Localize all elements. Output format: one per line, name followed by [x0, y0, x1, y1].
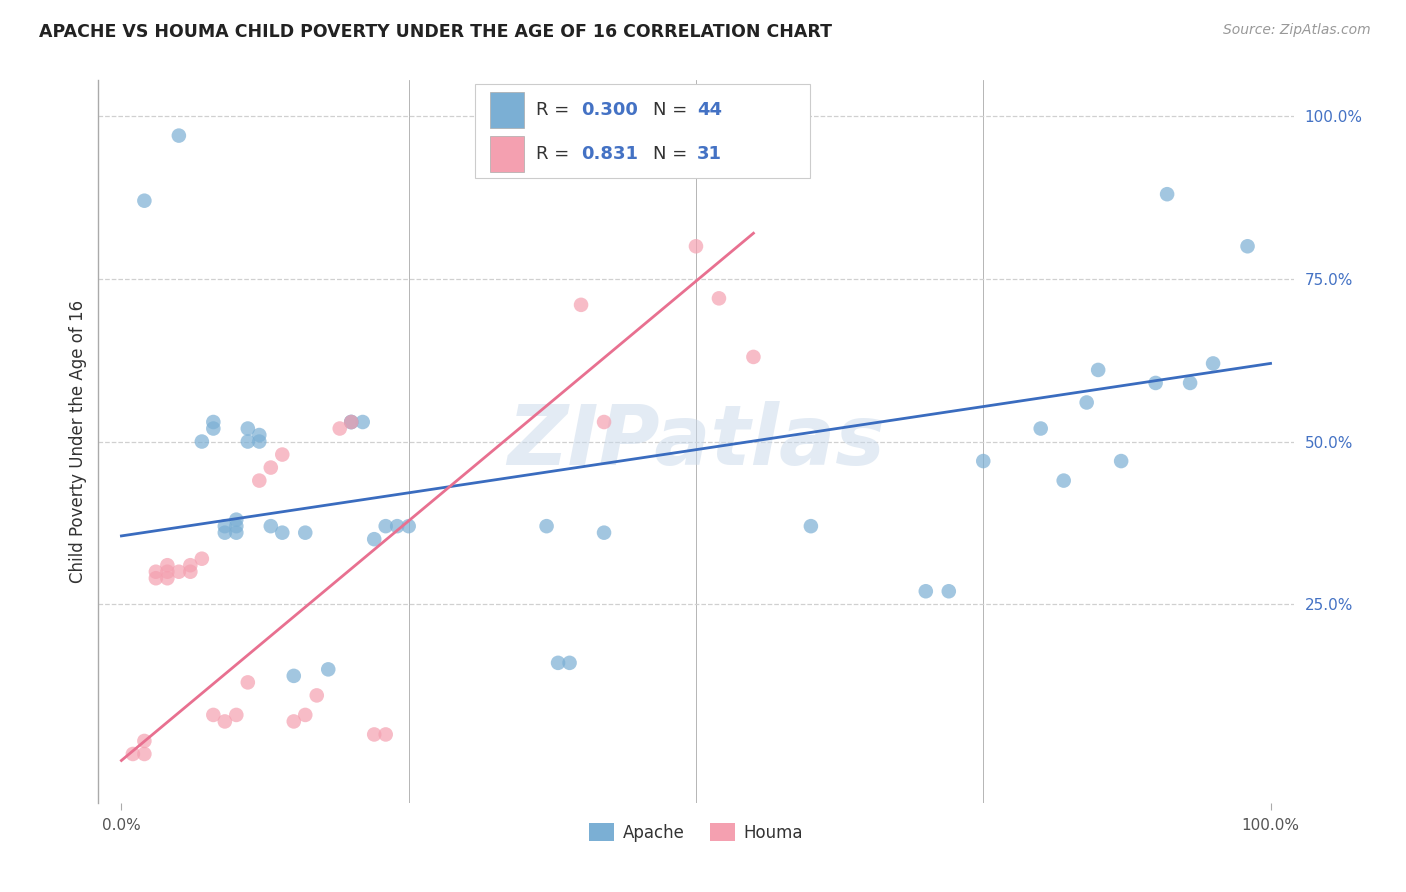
Point — [1202, 356, 1225, 370]
Point — [236, 421, 259, 435]
Point — [156, 565, 179, 579]
Point — [247, 428, 270, 442]
Point — [167, 128, 190, 143]
Point — [707, 291, 730, 305]
Point — [742, 350, 765, 364]
Point — [385, 519, 409, 533]
Point — [363, 532, 385, 546]
Text: APACHE VS HOUMA CHILD POVERTY UNDER THE AGE OF 16 CORRELATION CHART: APACHE VS HOUMA CHILD POVERTY UNDER THE … — [39, 23, 832, 41]
Point — [340, 415, 363, 429]
Point — [283, 669, 305, 683]
Point — [374, 727, 396, 741]
Text: Source: ZipAtlas.com: Source: ZipAtlas.com — [1223, 23, 1371, 37]
Point — [294, 707, 316, 722]
Point — [1076, 395, 1098, 409]
Point — [1053, 474, 1076, 488]
Point — [271, 525, 294, 540]
Point — [122, 747, 145, 761]
Point — [260, 460, 283, 475]
Point — [558, 656, 581, 670]
Point — [179, 558, 201, 573]
Point — [236, 675, 259, 690]
Point — [1109, 454, 1132, 468]
Point — [247, 434, 270, 449]
Point — [214, 714, 236, 729]
Point — [202, 415, 225, 429]
Point — [179, 565, 201, 579]
Point — [800, 519, 823, 533]
Point — [536, 519, 558, 533]
Point — [398, 519, 420, 533]
Point — [225, 519, 247, 533]
Point — [305, 689, 328, 703]
Point — [134, 747, 156, 761]
Text: 44: 44 — [697, 101, 723, 120]
Point — [156, 558, 179, 573]
Point — [972, 454, 994, 468]
Point — [145, 571, 167, 585]
Point — [236, 434, 259, 449]
Point — [593, 525, 616, 540]
Point — [340, 415, 363, 429]
Point — [593, 415, 616, 429]
Point — [225, 525, 247, 540]
Point — [374, 519, 396, 533]
Point — [352, 415, 374, 429]
Point — [260, 519, 283, 533]
Point — [283, 714, 305, 729]
Text: 0.300: 0.300 — [581, 101, 638, 120]
Text: 0.831: 0.831 — [581, 145, 638, 163]
Point — [1178, 376, 1201, 390]
Point — [316, 662, 339, 676]
Point — [214, 519, 236, 533]
Point — [1029, 421, 1052, 435]
Point — [247, 474, 270, 488]
Point — [225, 707, 247, 722]
Legend: Apache, Houma: Apache, Houma — [582, 817, 810, 848]
Point — [914, 584, 936, 599]
Point — [271, 448, 294, 462]
Point — [145, 565, 167, 579]
Point — [202, 707, 225, 722]
Point — [134, 734, 156, 748]
Text: 31: 31 — [697, 145, 723, 163]
Point — [214, 525, 236, 540]
FancyBboxPatch shape — [491, 136, 524, 172]
Point — [167, 565, 190, 579]
Point — [225, 513, 247, 527]
FancyBboxPatch shape — [475, 84, 810, 178]
Y-axis label: Child Poverty Under the Age of 16: Child Poverty Under the Age of 16 — [69, 300, 87, 583]
Text: R =: R = — [536, 101, 575, 120]
FancyBboxPatch shape — [491, 92, 524, 128]
Point — [134, 194, 156, 208]
Point — [294, 525, 316, 540]
Text: ZIPatlas: ZIPatlas — [508, 401, 884, 482]
Point — [1144, 376, 1167, 390]
Point — [340, 415, 363, 429]
Text: N =: N = — [652, 145, 693, 163]
Text: N =: N = — [652, 101, 693, 120]
Point — [938, 584, 960, 599]
Point — [1087, 363, 1109, 377]
Point — [202, 421, 225, 435]
Point — [685, 239, 707, 253]
Point — [191, 551, 214, 566]
Text: R =: R = — [536, 145, 575, 163]
Point — [569, 298, 592, 312]
Point — [547, 656, 569, 670]
Point — [329, 421, 352, 435]
Point — [363, 727, 385, 741]
Point — [156, 571, 179, 585]
Point — [191, 434, 214, 449]
Point — [1156, 187, 1178, 202]
Point — [1236, 239, 1258, 253]
